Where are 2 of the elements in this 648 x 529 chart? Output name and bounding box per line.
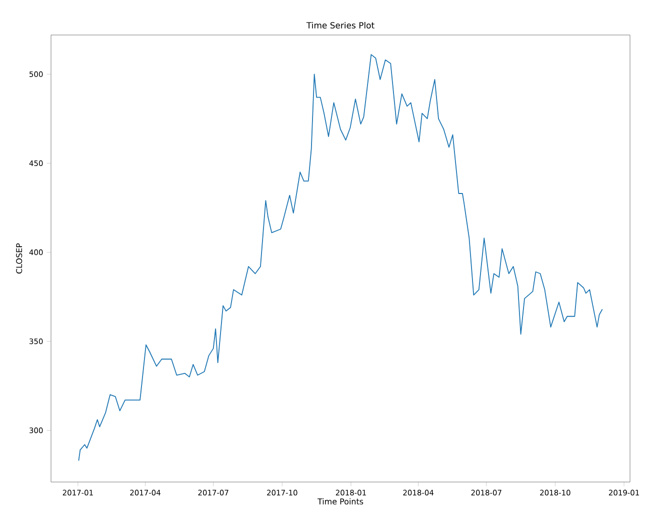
line-series <box>78 54 603 462</box>
chart-title: Time Series Plot <box>306 22 374 29</box>
